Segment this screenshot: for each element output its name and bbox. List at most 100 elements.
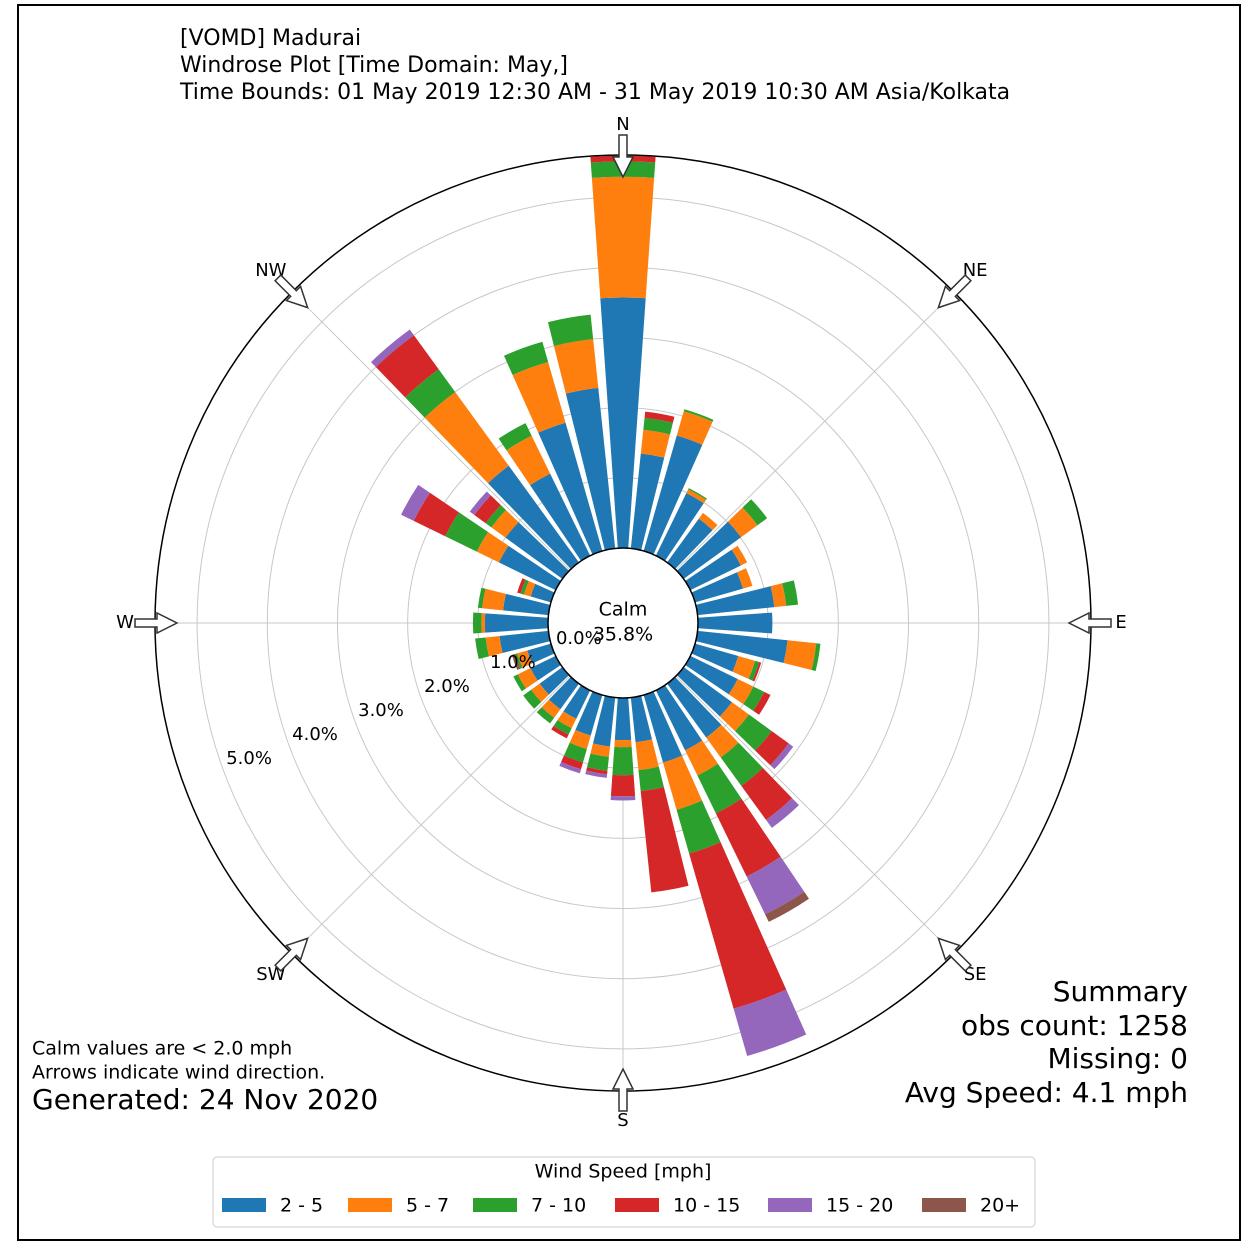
- wedge: [695, 630, 788, 664]
- title-line: Time Bounds: 01 May 2019 12:30 AM - 31 M…: [179, 80, 1010, 105]
- wedge: [475, 637, 489, 659]
- wedge: [515, 653, 523, 669]
- wedge: [539, 667, 570, 695]
- wedge: [732, 656, 756, 679]
- wedge: [469, 491, 491, 515]
- legend-swatch: [922, 1198, 966, 1212]
- direction-arrow: [937, 937, 972, 972]
- wedge: [590, 743, 611, 757]
- wedge: [706, 724, 739, 758]
- r-tick-label: 4.0%: [292, 724, 338, 745]
- wedge: [719, 702, 749, 732]
- wedge: [517, 650, 533, 668]
- wedge: [695, 586, 775, 616]
- legend-label: 20+: [980, 1195, 1020, 1217]
- wedge: [614, 697, 632, 741]
- summary: Missing: 0: [1047, 1042, 1188, 1075]
- wedge: [612, 746, 634, 776]
- wedge: [585, 770, 608, 778]
- wedge: [811, 643, 821, 672]
- note: Arrows indicate wind direction.: [32, 1062, 325, 1084]
- wedge: [498, 423, 532, 451]
- wedge: [569, 729, 591, 750]
- legend-label: 5 - 7: [406, 1195, 449, 1217]
- wedge: [663, 755, 703, 810]
- direction-label: NE: [963, 260, 988, 281]
- wedge: [610, 774, 636, 797]
- wedge: [752, 662, 762, 682]
- wedge: [782, 580, 799, 606]
- title-line: Windrose Plot [Time Domain: May,]: [180, 53, 568, 78]
- direction-label: NW: [255, 260, 286, 281]
- direction-arrow: [1067, 611, 1112, 635]
- wedge: [498, 545, 561, 591]
- wedge: [688, 488, 707, 500]
- direction-arrow: [611, 134, 635, 179]
- wedge: [424, 391, 509, 484]
- wedge: [485, 635, 503, 657]
- legend-title: Wind Speed [mph]: [535, 1161, 712, 1183]
- wedge: [697, 612, 773, 634]
- grid-line: [291, 291, 571, 571]
- wedge: [586, 767, 608, 775]
- r-tick-label: 5.0%: [226, 748, 272, 769]
- wedge: [643, 435, 703, 555]
- wedge: [530, 473, 591, 561]
- wedge: [488, 465, 579, 570]
- legend-box: [212, 1156, 1036, 1228]
- direction-label: E: [1115, 612, 1126, 633]
- wedge: [445, 512, 489, 552]
- grid-line: [291, 675, 571, 955]
- title-line: [VOMD] Madurai: [180, 26, 361, 51]
- wedge: [697, 763, 742, 814]
- wedge: [676, 521, 742, 579]
- wedge: [735, 714, 772, 751]
- summary: Summary: [1053, 975, 1188, 1008]
- wedge: [511, 653, 521, 671]
- wedge: [685, 655, 738, 695]
- legend-label: 10 - 15: [673, 1195, 740, 1217]
- generated: Generated: 24 Nov 2020: [32, 1083, 378, 1116]
- legend-swatch: [615, 1198, 659, 1212]
- wedge: [748, 660, 760, 681]
- direction-arrow: [611, 1067, 635, 1112]
- wedge: [541, 699, 561, 718]
- wedge: [504, 341, 549, 375]
- wedge: [643, 417, 673, 435]
- wedge: [715, 798, 781, 877]
- wedge: [667, 676, 722, 738]
- wedge: [531, 683, 549, 702]
- wedge: [737, 568, 753, 589]
- wedge: [667, 518, 713, 570]
- legend-label: 7 - 10: [531, 1195, 586, 1217]
- direction-arrow: [937, 274, 972, 309]
- wedge: [375, 335, 439, 398]
- wedge: [563, 742, 587, 763]
- wedge: [741, 767, 793, 820]
- wedge: [728, 678, 754, 705]
- direction-label: N: [616, 114, 629, 135]
- wedge: [746, 856, 805, 915]
- wedge: [557, 711, 577, 729]
- wedge: [643, 691, 683, 763]
- wedge: [630, 695, 653, 743]
- wedge: [630, 453, 665, 551]
- direction-arrow: [134, 611, 179, 635]
- wedge: [676, 800, 721, 854]
- wedge: [551, 725, 569, 739]
- summary: obs count: 1258: [961, 1009, 1188, 1042]
- wedge: [530, 655, 561, 681]
- r-tick-label: 3.0%: [358, 700, 404, 721]
- wedge: [610, 795, 636, 801]
- grid-line: [675, 675, 955, 955]
- wedge: [731, 545, 748, 566]
- direction-label: S: [617, 1110, 628, 1131]
- wedge: [676, 411, 713, 445]
- wedge: [520, 579, 529, 595]
- wedge: [720, 742, 763, 786]
- wedge: [401, 484, 430, 521]
- wedge: [689, 842, 787, 1009]
- wedge: [683, 409, 714, 422]
- wedge: [413, 492, 460, 537]
